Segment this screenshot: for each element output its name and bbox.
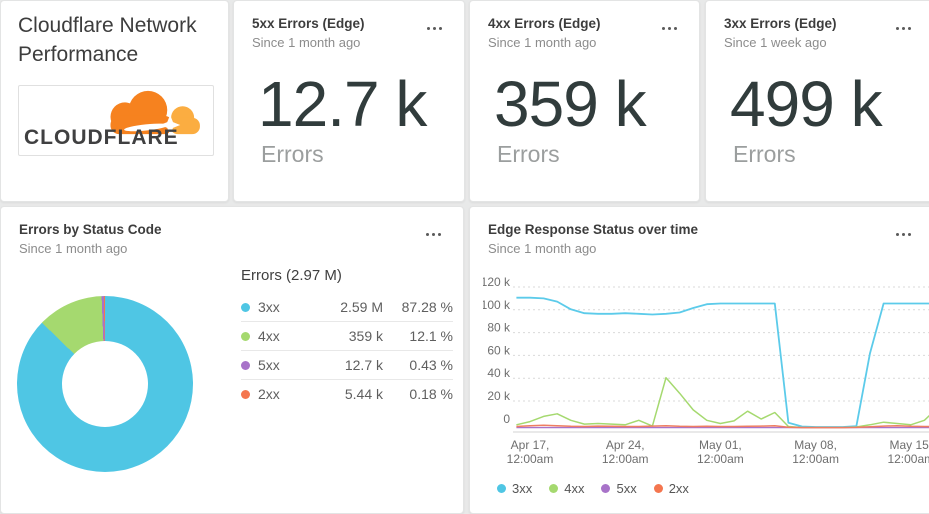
svg-text:Apr 17,: Apr 17,: [511, 438, 550, 452]
card-subtitle: Since 1 week ago: [724, 35, 827, 50]
legend-item-3xx[interactable]: 3xx: [497, 481, 532, 496]
donut-legend: Errors (2.97 M) 3xx 2.59 M 87.28 % 4xx 3…: [241, 267, 453, 408]
svg-text:12:00am: 12:00am: [697, 452, 744, 466]
stat-unit: Errors: [261, 141, 324, 167]
stat-card-4xx: 4xx Errors (Edge) Since 1 month ago 359 …: [469, 0, 700, 202]
dashboard-title: Cloudflare Network Performance: [18, 14, 197, 66]
legend-item-4xx[interactable]: 4xx: [549, 481, 584, 496]
card-subtitle: Since 1 month ago: [19, 241, 128, 256]
edge-response-status-card: Edge Response Status over time Since 1 m…: [469, 206, 929, 514]
legend-row-5xx[interactable]: 5xx 12.7 k 0.43 %: [241, 350, 453, 379]
cloudflare-logo: CLOUDFLARE: [18, 85, 214, 156]
legend-label: 4xx: [564, 481, 585, 496]
legend-value: 12.7 k: [344, 357, 383, 373]
ellipsis-menu-icon[interactable]: [423, 23, 446, 34]
ellipsis-menu-icon[interactable]: [892, 229, 915, 240]
errors-by-status-card: Errors by Status Code Since 1 month ago …: [0, 206, 464, 514]
legend-percent: 0.18 %: [409, 386, 453, 402]
svg-text:60 k: 60 k: [487, 343, 511, 357]
cloudflare-wordmark: CLOUDFLARE: [24, 126, 179, 149]
ellipsis-menu-icon[interactable]: [658, 23, 681, 34]
stat-value: 499 k: [730, 68, 883, 140]
legend-label: 3xx: [512, 481, 533, 496]
series-color-dot: [653, 484, 663, 493]
stat-value: 359 k: [494, 68, 647, 140]
svg-text:12:00am: 12:00am: [887, 452, 929, 466]
stat-unit: Errors: [497, 141, 560, 167]
legend-label: 3xx: [258, 299, 280, 315]
legend-row-2xx[interactable]: 2xx 5.44 k 0.18 %: [241, 379, 453, 408]
card-title: 5xx Errors (Edge): [252, 16, 365, 31]
series-color-dot: [241, 389, 250, 399]
card-subtitle: Since 1 month ago: [488, 35, 597, 50]
svg-text:80 k: 80 k: [487, 321, 511, 335]
stat-card-5xx: 5xx Errors (Edge) Since 1 month ago 12.7…: [233, 0, 465, 202]
svg-text:20 k: 20 k: [487, 389, 511, 403]
donut-legend-title: Errors (2.97 M): [241, 267, 342, 284]
legend-label: 5xx: [616, 481, 637, 496]
stat-value: 12.7 k: [258, 68, 427, 140]
legend-percent: 0.43 %: [409, 357, 453, 373]
legend-row-4xx[interactable]: 4xx 359 k 12.1 %: [241, 321, 453, 350]
legend-item-5xx[interactable]: 5xx: [601, 481, 637, 496]
dashboard-title-card: Cloudflare Network Performance CLOUDFLAR…: [0, 0, 229, 202]
card-title: 4xx Errors (Edge): [488, 16, 601, 31]
svg-text:120 k: 120 k: [483, 275, 511, 289]
card-title: Edge Response Status over time: [488, 222, 699, 237]
stat-unit: Errors: [733, 141, 796, 167]
svg-text:Apr 24,: Apr 24,: [606, 438, 645, 452]
card-subtitle: Since 1 month ago: [252, 35, 361, 50]
ellipsis-menu-icon[interactable]: [422, 229, 445, 240]
line-chart-legend: 3xx 4xx 5xx 2xx: [497, 481, 689, 496]
ellipsis-menu-icon[interactable]: [892, 23, 915, 34]
svg-text:12:00am: 12:00am: [792, 452, 839, 466]
svg-text:May 15,: May 15,: [889, 438, 929, 452]
series-color-dot: [241, 331, 250, 341]
donut-hole: [62, 341, 148, 427]
stat-card-3xx: 3xx Errors (Edge) Since 1 week ago 499 k…: [705, 0, 929, 202]
series-color-dot: [241, 302, 250, 312]
svg-text:0: 0: [503, 412, 510, 426]
card-subtitle: Since 1 month ago: [488, 241, 597, 256]
svg-text:100 k: 100 k: [483, 298, 511, 312]
series-color-dot: [549, 484, 559, 493]
legend-label: 4xx: [258, 328, 280, 344]
svg-text:May 08,: May 08,: [794, 438, 837, 452]
legend-value: 2.59 M: [340, 299, 383, 315]
series-color-dot: [601, 484, 611, 493]
svg-text:12:00am: 12:00am: [602, 452, 649, 466]
cloudflare-cloud-icon: [110, 90, 200, 136]
legend-value: 359 k: [348, 328, 383, 344]
svg-text:40 k: 40 k: [487, 366, 511, 380]
svg-text:May 01,: May 01,: [699, 438, 742, 452]
legend-row-3xx[interactable]: 3xx 2.59 M 87.28 %: [241, 293, 453, 321]
series-color-dot: [241, 360, 250, 370]
legend-percent: 87.28 %: [401, 299, 453, 315]
legend-item-2xx[interactable]: 2xx: [653, 481, 689, 496]
legend-label: 2xx: [668, 481, 689, 496]
legend-label: 2xx: [258, 386, 280, 402]
legend-label: 5xx: [258, 357, 280, 373]
card-title: 3xx Errors (Edge): [724, 16, 837, 31]
donut-chart[interactable]: [17, 296, 193, 472]
svg-text:12:00am: 12:00am: [507, 452, 554, 466]
series-color-dot: [497, 484, 506, 493]
legend-percent: 12.1 %: [409, 328, 453, 344]
legend-value: 5.44 k: [344, 386, 383, 402]
card-title: Errors by Status Code: [19, 222, 162, 237]
